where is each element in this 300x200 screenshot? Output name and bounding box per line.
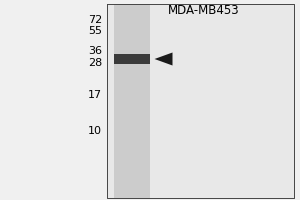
Bar (106, 4, 294, 198)
Text: 28: 28 (88, 58, 102, 68)
Text: 72: 72 (88, 15, 102, 25)
Text: 10: 10 (88, 126, 102, 136)
Text: MDA-MB453: MDA-MB453 (168, 4, 240, 18)
Bar (114, 54, 150, 64)
Polygon shape (154, 52, 172, 66)
Text: 55: 55 (88, 26, 102, 36)
Text: 36: 36 (88, 46, 102, 56)
Bar (114, 4, 150, 198)
Text: 17: 17 (88, 90, 102, 100)
